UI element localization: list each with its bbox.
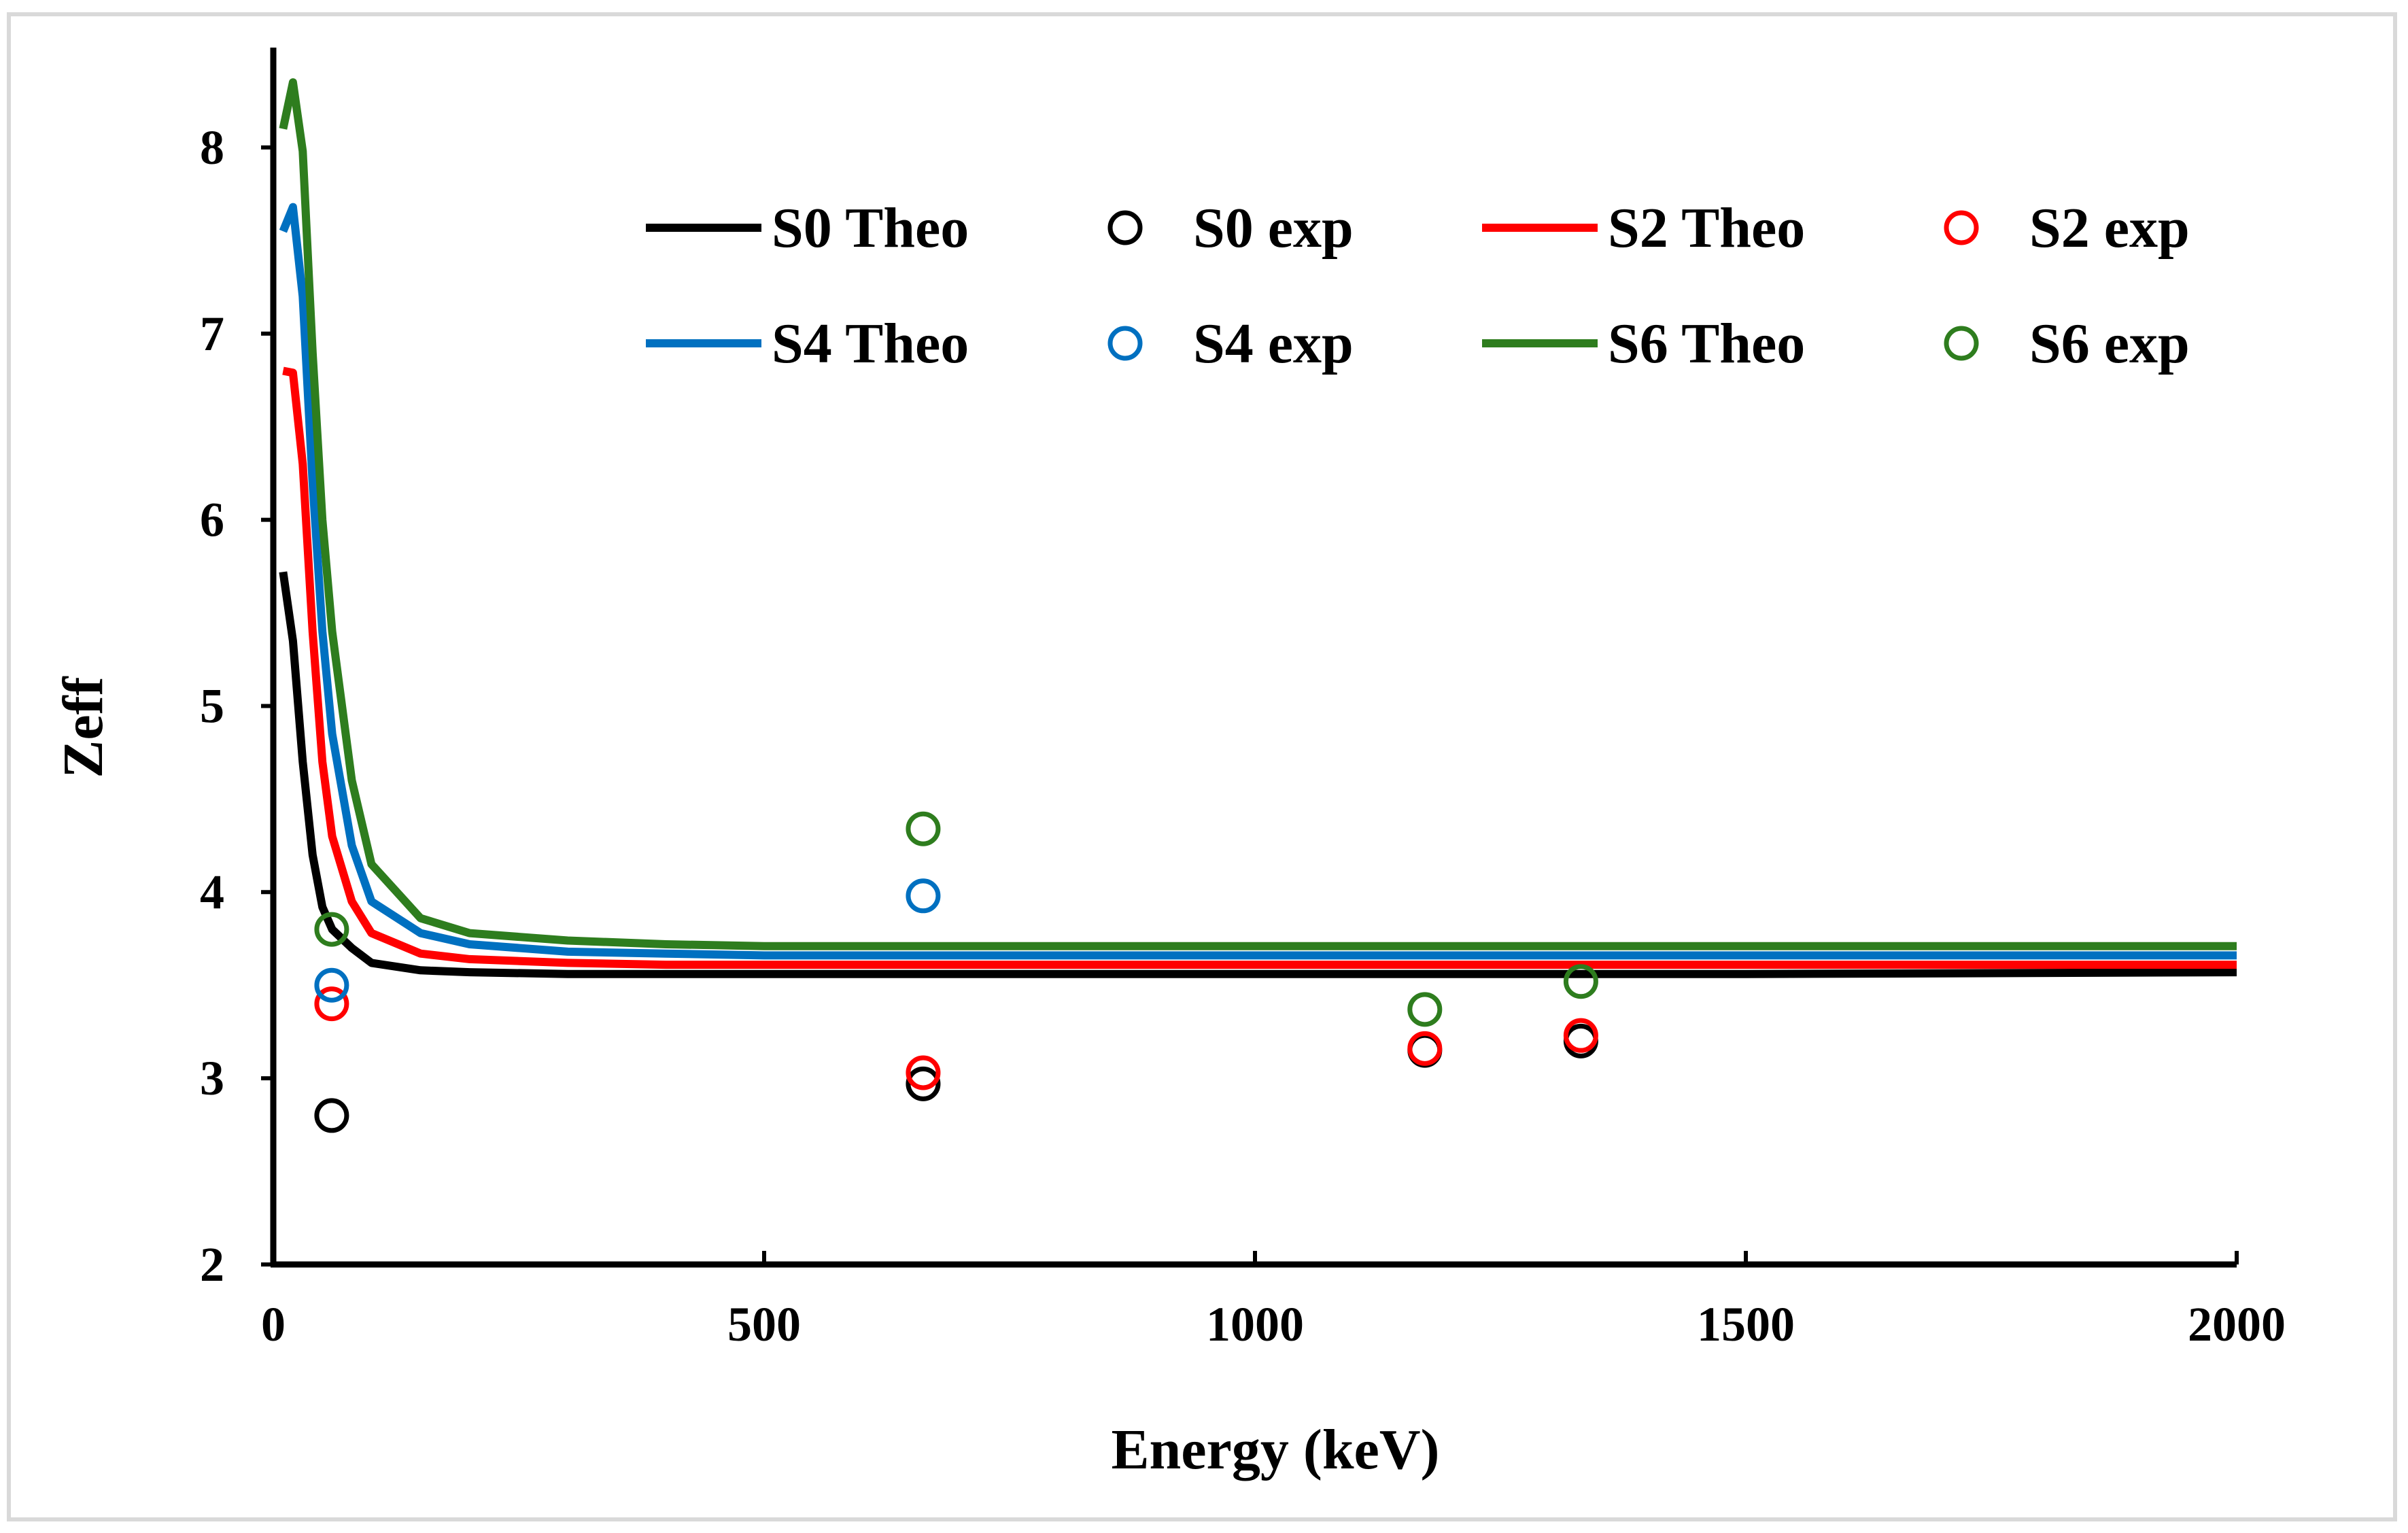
data-point-s2-exp xyxy=(1407,1031,1443,1066)
legend-label: S2 Theo xyxy=(1608,196,1805,260)
x-axis-title: Energy (keV) xyxy=(1112,1418,1440,1481)
y-axis-title: Zeff xyxy=(52,676,115,778)
data-point-s2-exp xyxy=(906,1055,941,1090)
x-tick-label: 1500 xyxy=(1697,1297,1795,1351)
series-line-s6-theo xyxy=(279,78,2237,950)
legend-label: S2 exp xyxy=(2029,196,2190,260)
legend-item-s0-exp: S0 exp xyxy=(1107,196,1354,260)
legend-swatch-marker xyxy=(1107,326,1143,361)
series-line-s2-theo xyxy=(282,366,2237,969)
y-tick-label: 8 xyxy=(200,120,224,175)
y-tick-label: 4 xyxy=(200,865,224,919)
legend-item-s4-theo: S4 Theo xyxy=(646,312,969,375)
legend-label: S0 exp xyxy=(1193,196,1354,260)
legend-swatch-marker xyxy=(1944,326,1979,361)
legend-label: S4 exp xyxy=(1193,312,1354,375)
series-line-s0-theo xyxy=(279,571,2237,978)
legend-item-s0-theo: S0 Theo xyxy=(646,196,969,260)
x-tick-label: 2000 xyxy=(2188,1297,2286,1351)
data-point-s6-exp xyxy=(1563,964,1598,999)
data-point-s4-exp xyxy=(906,878,941,914)
legend-label: S4 Theo xyxy=(772,312,969,375)
y-tick-label: 6 xyxy=(200,493,224,547)
legend-swatch-marker xyxy=(1944,210,1979,245)
legend-label: S6 Theo xyxy=(1608,312,1805,375)
y-tick-label: 5 xyxy=(200,678,224,733)
legend-item-s2-theo: S2 Theo xyxy=(1482,196,1805,260)
series-line-s4-theo xyxy=(279,203,2237,960)
legend-item-s2-exp: S2 exp xyxy=(1944,196,2190,260)
x-tick-label: 0 xyxy=(261,1297,286,1351)
y-tick-label: 7 xyxy=(200,307,224,361)
x-tick-label: 500 xyxy=(727,1297,801,1351)
legend-item-s6-exp: S6 exp xyxy=(1944,312,2190,375)
data-point-s0-exp xyxy=(314,1098,349,1133)
legend-label: S0 Theo xyxy=(772,196,969,260)
data-point-s2-exp xyxy=(314,986,349,1022)
axes: 2 3 4 5 6 7 8 0 500 1000 1500 2000 xyxy=(200,48,2286,1351)
legend: S0 Theo S0 exp S2 Theo S2 exp S4 Theo S4 exp S… xyxy=(646,196,2190,375)
chart-frame xyxy=(7,12,2397,1521)
y-tick-label: 2 xyxy=(200,1237,224,1292)
legend-swatch-marker xyxy=(1107,210,1143,245)
series-points xyxy=(314,811,1598,1133)
data-point-s0-exp xyxy=(906,1066,941,1101)
data-point-s6-exp xyxy=(906,811,941,846)
data-point-s6-exp xyxy=(1407,992,1443,1027)
series-lines xyxy=(279,78,2237,978)
legend-item-s4-exp: S4 exp xyxy=(1107,312,1354,375)
legend-label: S6 exp xyxy=(2029,312,2190,375)
y-tick-label: 3 xyxy=(200,1051,224,1105)
data-point-s2-exp xyxy=(1563,1018,1598,1053)
data-point-s4-exp xyxy=(314,967,349,1003)
x-tick-label: 1000 xyxy=(1206,1297,1304,1351)
data-point-s6-exp xyxy=(314,912,349,947)
legend-item-s6-theo: S6 Theo xyxy=(1482,312,1805,375)
